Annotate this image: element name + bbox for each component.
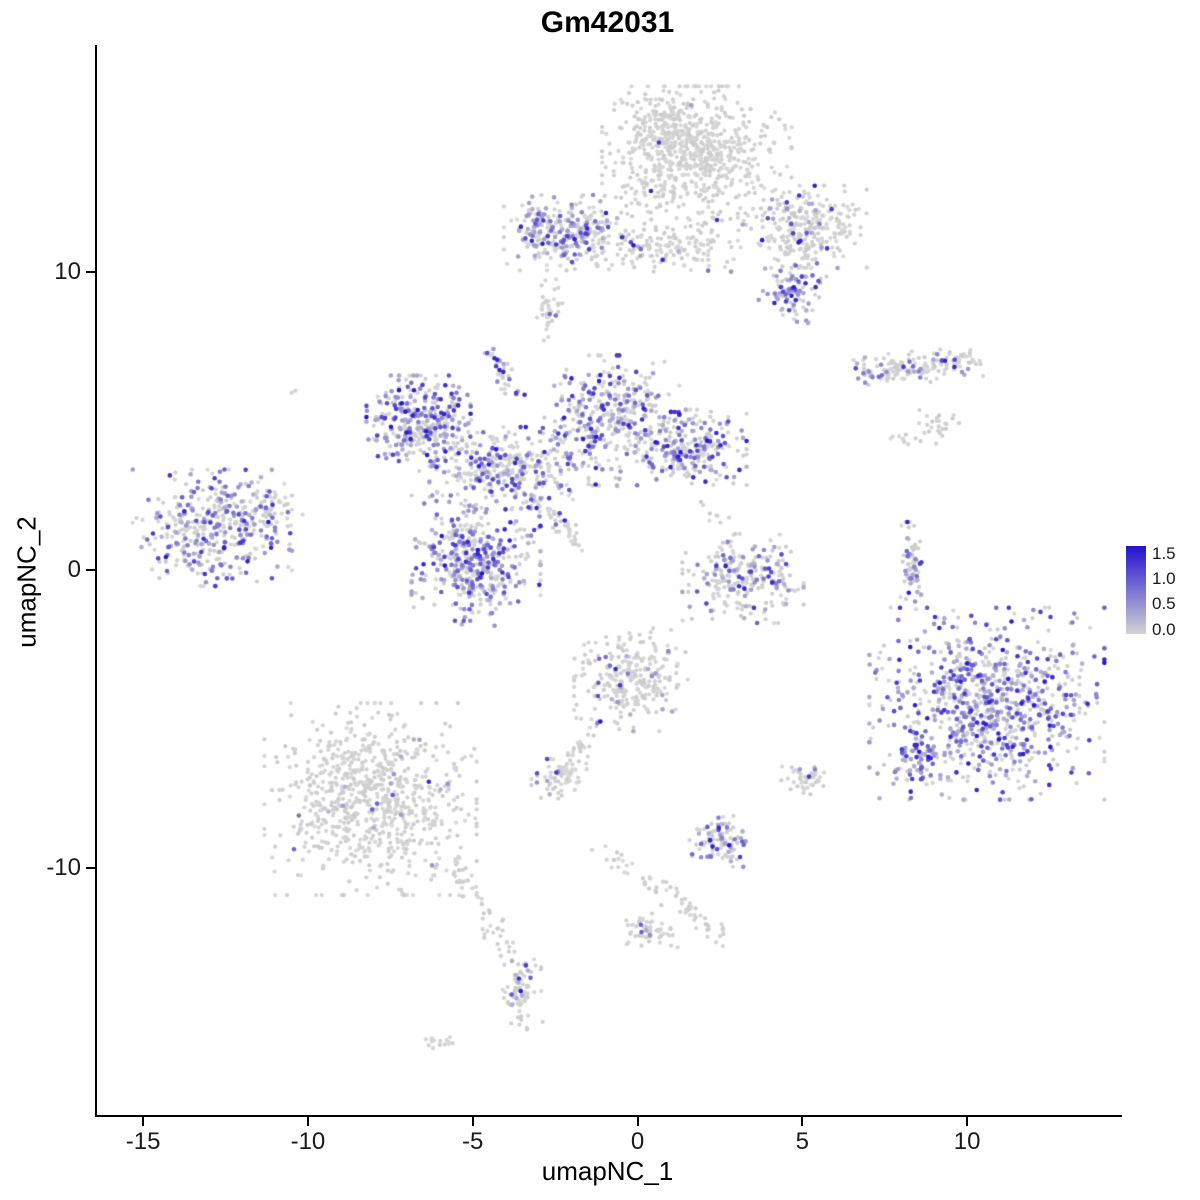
legend-tick-label: 0.5 [1152,594,1176,614]
y-tick-label: 10 [54,257,81,285]
x-tick-mark [471,1117,474,1126]
plot-area [95,45,1122,1117]
legend-gradient-bar [1126,546,1146,634]
y-tick-mark [86,866,95,869]
x-tick-label: -10 [290,1128,326,1155]
x-tick-label: -15 [125,1128,161,1155]
umap-scatter-canvas [97,45,1122,1115]
x-axis-label: umapNC_1 [541,1156,674,1186]
plot-title: Gm42031 [540,6,675,39]
y-axis-label: umapNC_2 [11,516,42,648]
x-tick-label: 5 [795,1128,809,1155]
x-tick-mark [142,1117,145,1126]
x-tick-mark [636,1117,639,1126]
x-tick-label: 10 [953,1128,981,1155]
y-tick-mark [86,270,95,273]
x-tick-mark [801,1117,804,1126]
x-tick-mark [306,1117,309,1126]
x-tick-mark [966,1117,969,1126]
x-tick-label: -5 [462,1128,484,1155]
legend-tick-label: 1.5 [1152,543,1176,563]
legend-tick-label: 0.0 [1152,619,1176,639]
y-tick-label: -10 [46,853,81,881]
y-tick-mark [86,568,95,571]
color-legend: 1.5 1.0 0.5 0.0 [1126,543,1198,639]
legend-tick-label: 1.0 [1152,569,1176,589]
x-tick-label: 0 [630,1128,645,1155]
